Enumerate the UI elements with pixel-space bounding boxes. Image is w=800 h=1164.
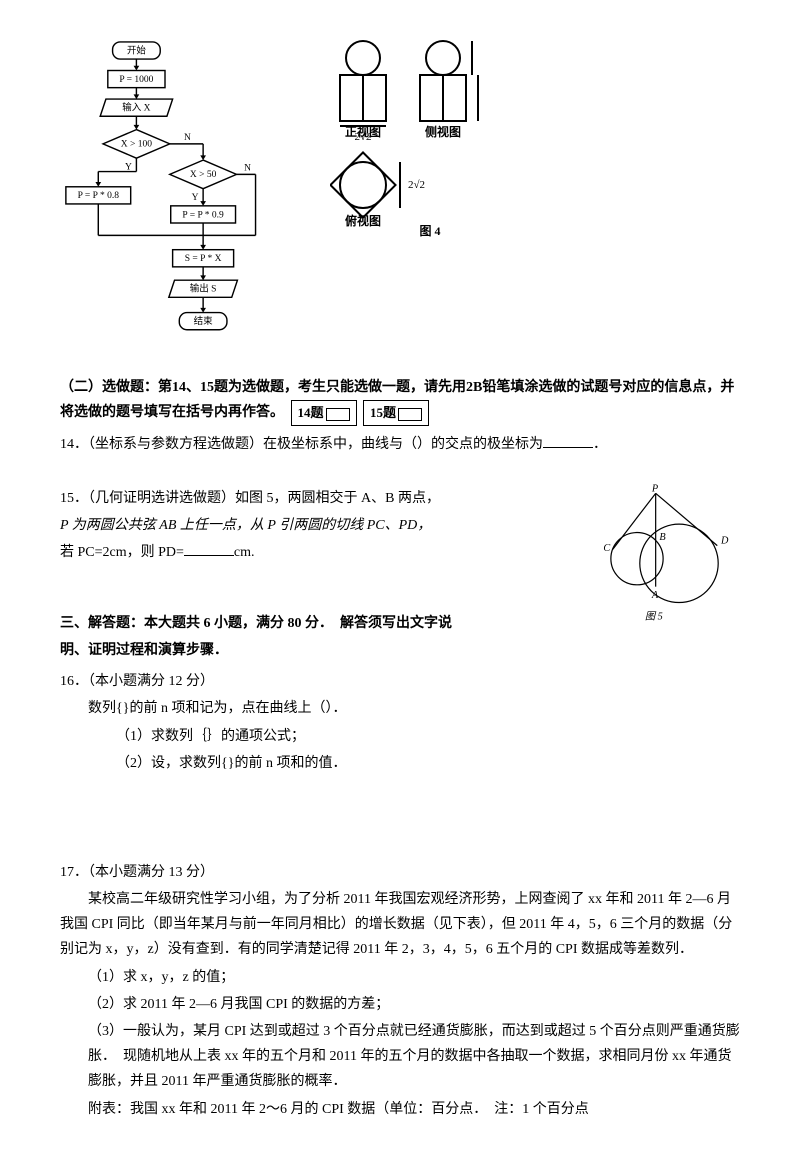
q14-blank xyxy=(543,447,593,448)
q15-line3b: cm. xyxy=(234,545,255,560)
svg-text:P = P * 0.8: P = P * 0.8 xyxy=(78,191,120,201)
q15-blank xyxy=(184,555,234,556)
svg-text:输入 X: 输入 X xyxy=(122,102,150,114)
q17-line4: （2）求 2011 年 2—6 月我国 CPI 的数据的方差； xyxy=(60,992,740,1017)
svg-text:N: N xyxy=(244,164,251,174)
svg-text:X > 100: X > 100 xyxy=(121,140,153,150)
q17-line6: 附表：我国 xx 年和 2011 年 2～6 月的 CPI 数据（单位：百分点．… xyxy=(60,1097,740,1122)
svg-text:开始: 开始 xyxy=(127,44,147,56)
svg-text:图 5: 图 5 xyxy=(645,610,663,622)
svg-text:Y: Y xyxy=(125,163,132,173)
q15-wrap: 15．（几何证明选讲选做题）如图 5，两圆相交于 A、B 两点， P 为两圆公共… xyxy=(60,484,740,642)
svg-text:2√2: 2√2 xyxy=(354,131,371,143)
q14: 14．（坐标系与参数方程选做题）在极坐标系中，曲线与（）的交点的极坐标为 ． xyxy=(60,432,740,457)
svg-text:俯视图: 俯视图 xyxy=(345,213,381,228)
label-14: 14题 xyxy=(291,400,357,425)
q16-line2: 数列{}的前 n 项和记为，点在曲线上（）． xyxy=(60,696,740,721)
svg-text:S = P * X: S = P * X xyxy=(185,254,222,264)
svg-text:Y: Y xyxy=(192,193,199,203)
q16-line4: （2）设，求数列{}的前 n 项和的值． xyxy=(60,751,740,776)
three-views-figure: .tv .s { fill: none; stroke: #000; strok… xyxy=(330,40,530,249)
flowchart-figure: .fc text { font-size: 10px; font-family:… xyxy=(60,40,270,345)
q15-line3a: 若 PC=2cm，则 PD= xyxy=(60,545,184,560)
svg-text:C: C xyxy=(603,543,610,554)
q17-line3: （1）求 x，y，z 的值； xyxy=(60,965,740,990)
label-15: 15题 xyxy=(363,400,429,425)
svg-text:X > 50: X > 50 xyxy=(190,170,217,180)
svg-text:B: B xyxy=(659,532,666,543)
svg-text:结束: 结束 xyxy=(194,315,214,327)
q16-line3: （1）求数列｛｝的通项公式； xyxy=(60,724,740,749)
svg-text:P = 1000: P = 1000 xyxy=(119,75,153,85)
section3-heading: 三、解答题：本大题共 6 小题，满分 80 分． 解答须写出文字说 xyxy=(60,611,580,636)
section3-heading-a: 三、解答题：本大题共 6 小题，满分 80 分． 解答须写出文字说 xyxy=(60,616,452,631)
svg-text:图 4: 图 4 xyxy=(419,224,440,238)
section2-heading: （二）选做题：第14、15题为选做题，考生只能选做一题，请先用2B铅笔填涂选做的… xyxy=(60,375,740,426)
q15-svg: .g5 .c { fill: none; stroke: #000; strok… xyxy=(590,484,740,624)
svg-text:P: P xyxy=(651,484,658,494)
q15-line1: 15．（几何证明选讲选做题）如图 5，两圆相交于 A、B 两点， xyxy=(60,486,580,511)
svg-text:P = P * 0.9: P = P * 0.9 xyxy=(182,210,224,220)
q14-suffix: ． xyxy=(593,437,607,452)
q15-text-block: 15．（几何证明选讲选做题）如图 5，两圆相交于 A、B 两点， P 为两圆公共… xyxy=(60,484,580,642)
svg-text:输出 S: 输出 S xyxy=(190,283,217,295)
q14-text: 14．（坐标系与参数方程选做题）在极坐标系中，曲线与（）的交点的极坐标为 xyxy=(60,437,543,452)
svg-text:A: A xyxy=(651,590,659,601)
q16-line1: 16．（本小题满分 12 分） xyxy=(60,669,740,694)
q17-line2: 某校高二年级研究性学习小组，为了分析 2011 年我国宏观经济形势，上网查阅了 … xyxy=(60,887,740,963)
svg-text:侧视图: 侧视图 xyxy=(425,124,461,139)
svg-text:D: D xyxy=(720,536,729,547)
q17-line1: 17．（本小题满分 13 分） xyxy=(60,860,740,885)
svg-text:2√2: 2√2 xyxy=(408,179,425,191)
spacer xyxy=(60,778,740,858)
svg-text:N: N xyxy=(184,133,191,143)
q15-figure: .g5 .c { fill: none; stroke: #000; strok… xyxy=(590,484,740,633)
flowchart-svg: .fc text { font-size: 10px; font-family:… xyxy=(60,40,270,345)
top-figures-row: .fc text { font-size: 10px; font-family:… xyxy=(60,40,740,345)
q17-line5: （3）一般认为，某月 CPI 达到或超过 3 个百分点就已经通货膨胀，而达到或超… xyxy=(60,1019,740,1095)
three-views-svg: .tv .s { fill: none; stroke: #000; strok… xyxy=(330,40,530,240)
q15-line2: P 为两圆公共弦 AB 上任一点，从 P 引两圆的切线 PC、PD， xyxy=(60,518,431,533)
